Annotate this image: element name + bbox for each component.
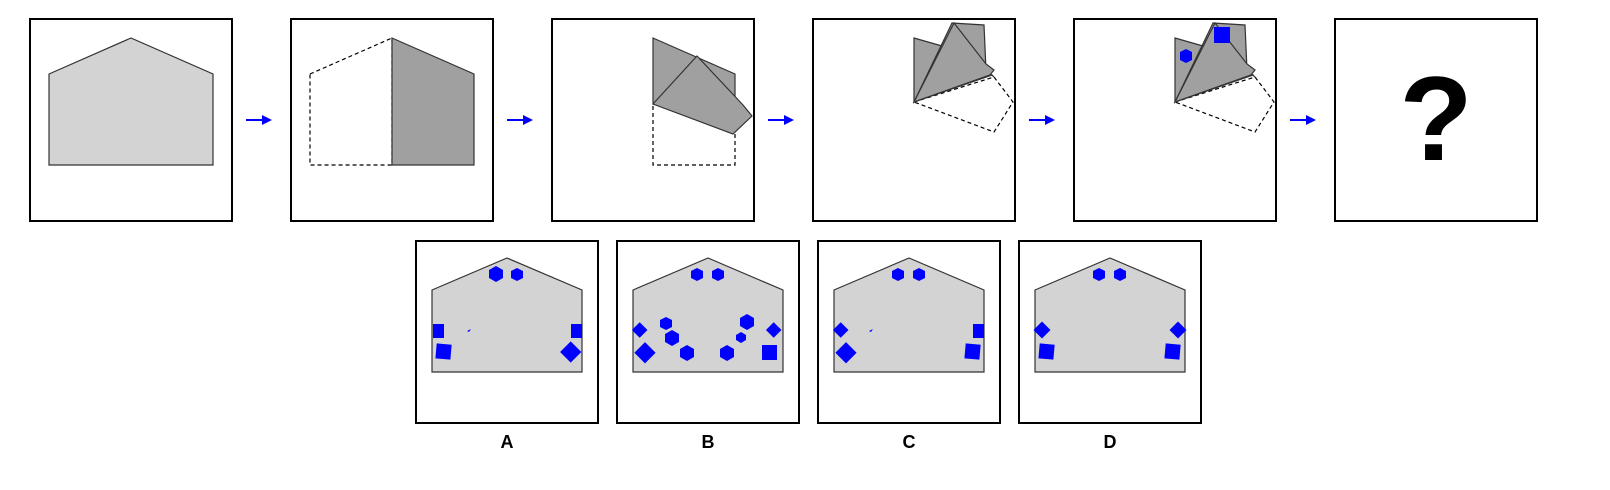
arrow-right-icon <box>768 114 794 126</box>
option-a-label: A <box>500 432 514 452</box>
option-a-paper <box>431 257 583 373</box>
arrow-right-icon <box>1290 114 1316 126</box>
option-d-panel[interactable] <box>1018 240 1202 424</box>
fold-step-4 <box>912 21 1014 133</box>
step-2-panel <box>290 18 494 222</box>
hexagon-hole-icon <box>1180 49 1192 63</box>
question-mark: ? <box>1399 52 1472 186</box>
option-d-paper <box>1033 257 1187 373</box>
svg-text:?: ? <box>1399 52 1472 186</box>
arrow-right-icon <box>246 114 272 126</box>
option-c-paper <box>832 257 985 373</box>
option-b-label: B <box>701 432 715 452</box>
arrow-right-icon <box>1029 114 1055 126</box>
option-c-label: C <box>902 432 916 452</box>
option-a-panel[interactable] <box>415 240 599 424</box>
step-5-panel <box>1073 18 1277 222</box>
option-b-paper <box>631 257 784 373</box>
step-1-panel <box>29 18 233 222</box>
step-4-panel <box>812 18 1016 222</box>
option-d-label: D <box>1103 432 1117 452</box>
step-3-panel <box>551 18 755 222</box>
fold-step-2 <box>309 37 475 166</box>
fold-step-5 <box>1173 21 1275 133</box>
option-b-panel[interactable] <box>616 240 800 424</box>
arrow-right-icon <box>507 114 533 126</box>
answer-panel: ? <box>1334 18 1538 222</box>
option-c-panel[interactable] <box>817 240 1001 424</box>
fold-step-3 <box>651 37 753 166</box>
square-hole-icon <box>1214 27 1230 43</box>
unfolded-paper <box>48 37 214 166</box>
